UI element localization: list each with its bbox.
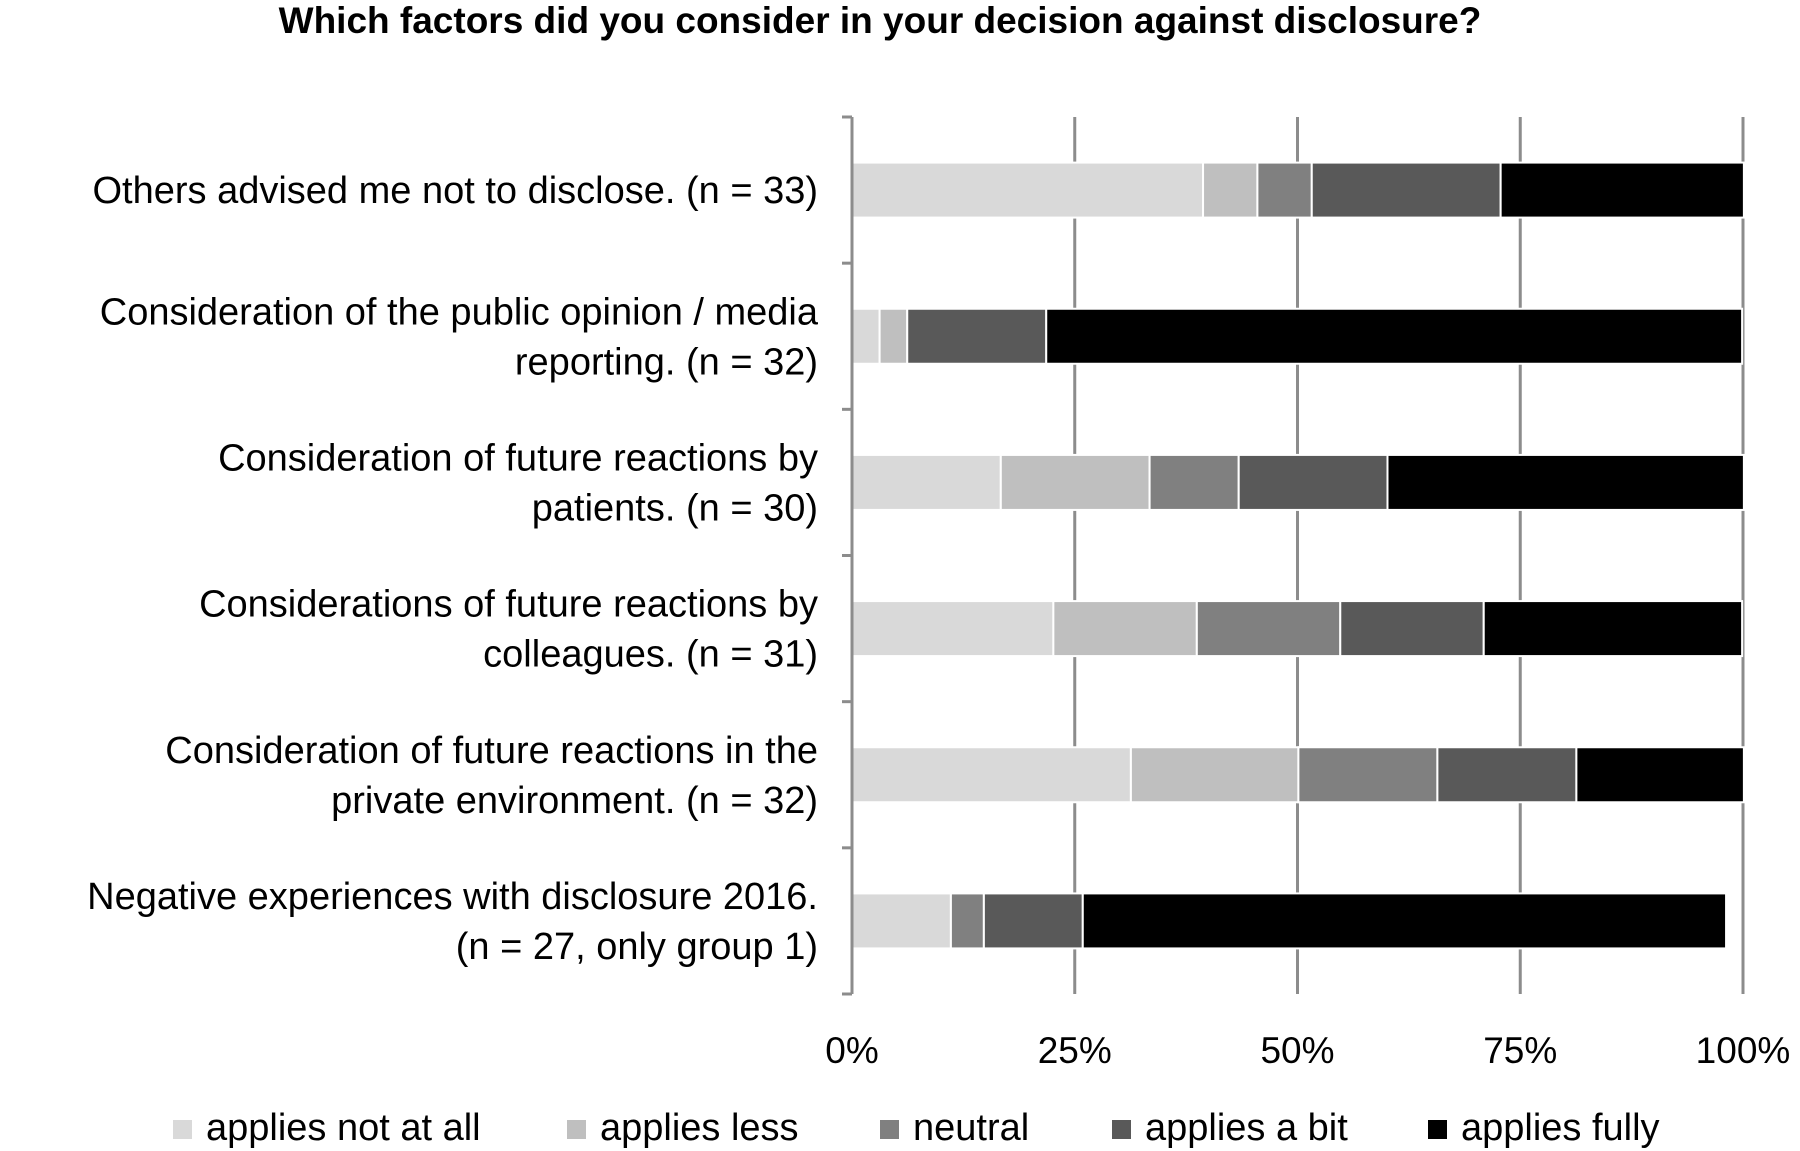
legend-swatch: [567, 1120, 586, 1139]
bar-segment: [949, 892, 985, 950]
bar-segment: [1195, 600, 1342, 658]
legend-item: neutral: [880, 1107, 1029, 1149]
category-label: Consideration of the public opinion / me…: [100, 291, 819, 333]
chart-title: Which factors did you consider in your d…: [279, 0, 1482, 41]
bar-segment: [1575, 746, 1745, 804]
bar-segment: [851, 600, 1055, 658]
bar-segment: [1499, 161, 1745, 219]
legend-label: neutral: [913, 1107, 1029, 1149]
category-label: Others advised me not to disclose. (n = …: [92, 170, 818, 212]
bar-segment: [1386, 453, 1745, 511]
legend-label: applies a bit: [1145, 1107, 1348, 1149]
bar-segment: [1256, 161, 1313, 219]
bar-segment: [999, 453, 1151, 511]
bar-segment: [878, 307, 909, 365]
legend-item: applies fully: [1428, 1107, 1660, 1149]
x-tick-label: 50%: [1260, 1030, 1334, 1071]
category-label: reporting. (n = 32): [515, 341, 818, 383]
x-tick-label: 75%: [1483, 1030, 1557, 1071]
category-label: Consideration of future reactions by: [218, 437, 818, 479]
legend-swatch: [173, 1120, 192, 1139]
legend-item: applies less: [567, 1107, 799, 1149]
category-label: private environment. (n = 32): [331, 780, 818, 822]
legend-item: applies not at all: [173, 1107, 481, 1149]
bar-segment: [1297, 746, 1439, 804]
category-label: (n = 27, only group 1): [456, 926, 818, 968]
bar-segment: [1148, 453, 1240, 511]
bars: [851, 161, 1745, 950]
category-label: colleagues. (n = 31): [483, 634, 818, 676]
bar-segment: [1202, 161, 1259, 219]
bar-segment: [851, 892, 952, 950]
x-tick-labels: 0% 25% 50% 75% 100%: [825, 1030, 1790, 1071]
category-labels: Others advised me not to disclose. (n = …: [87, 170, 819, 968]
x-tick-label: 100%: [1696, 1030, 1791, 1071]
bar-segment: [1482, 600, 1744, 658]
category-label: patients. (n = 30): [532, 487, 818, 529]
bar-segment: [1129, 746, 1300, 804]
bar-segment: [1081, 892, 1728, 950]
bar-segment: [1310, 161, 1502, 219]
legend-item: applies a bit: [1112, 1107, 1348, 1149]
gridlines: [1073, 117, 1745, 994]
legend-label: applies not at all: [206, 1107, 481, 1149]
category-label: Consideration of future reactions in the: [165, 730, 818, 772]
bar-segment: [851, 307, 881, 365]
legend: applies not at all applies less neutral app…: [173, 1107, 1660, 1149]
bar-segment: [1045, 307, 1744, 365]
bar-segment: [1237, 453, 1389, 511]
x-tick-label: 0%: [825, 1030, 878, 1071]
y-axis: [842, 115, 854, 996]
bar-segment: [851, 746, 1132, 804]
bar-segment: [906, 307, 1048, 365]
legend-swatch: [1428, 1120, 1447, 1139]
bar-segment: [1052, 600, 1198, 658]
legend-label: applies less: [600, 1107, 799, 1149]
bar-segment: [851, 161, 1205, 219]
legend-swatch: [880, 1120, 899, 1139]
bar-segment: [1436, 746, 1578, 804]
x-tick-label: 25%: [1038, 1030, 1112, 1071]
bar-segment: [1339, 600, 1485, 658]
category-label: Considerations of future reactions by: [199, 584, 818, 626]
bar-segment: [982, 892, 1084, 950]
bar-segment: [851, 453, 1002, 511]
category-label: Negative experiences with disclosure 201…: [87, 876, 818, 918]
legend-label: applies fully: [1461, 1107, 1660, 1149]
legend-swatch: [1112, 1120, 1131, 1139]
